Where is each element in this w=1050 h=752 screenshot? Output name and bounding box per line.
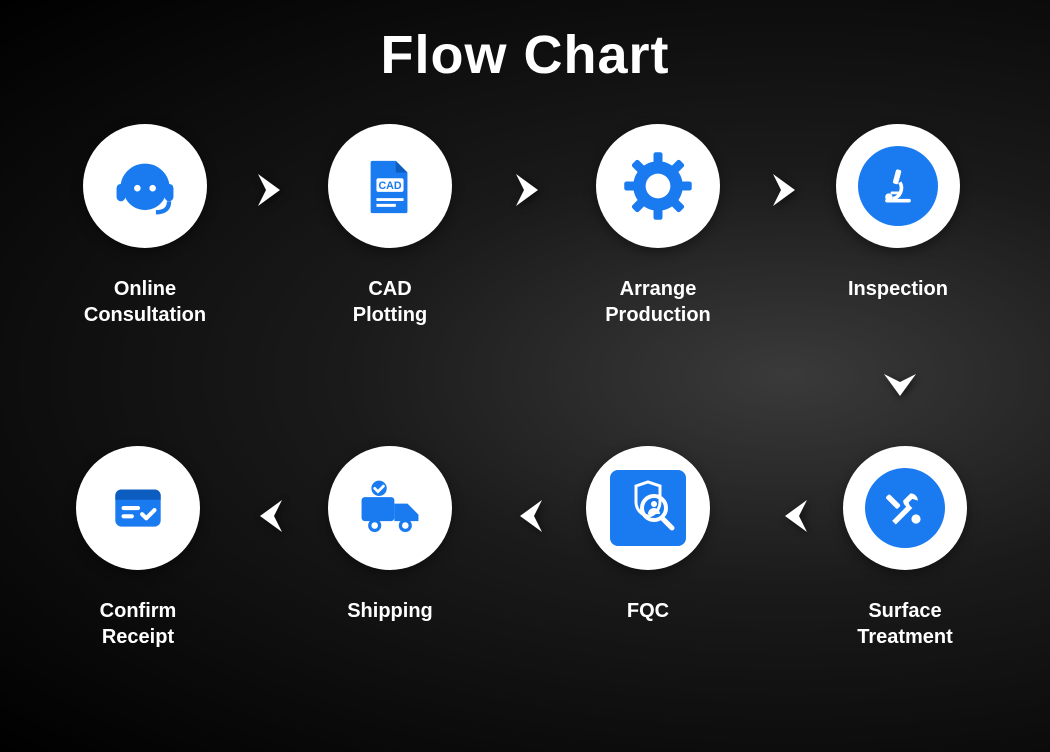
receipt-icon [98,468,178,548]
step-label: FQC [627,598,669,624]
step-confirm-receipt: Confirm Receipt [48,446,228,650]
step-label: CAD Plotting [353,276,427,328]
flowchart-container: Online Consultation CAD CAD Plotting [0,106,1050,746]
step-label: Shipping [347,598,433,624]
step-cad-plotting: CAD CAD Plotting [300,124,480,328]
step-circle [328,446,452,570]
step-arrange-production: Arrange Production [568,124,748,328]
step-inspection: Inspection [808,124,988,302]
page-title: Flow Chart [0,0,1050,86]
arrow-right-icon [765,170,805,210]
arrow-right-icon [508,170,548,210]
step-circle [76,446,200,570]
step-label: Confirm Receipt [100,598,177,650]
step-fqc: FQC [558,446,738,624]
step-circle [586,446,710,570]
headset-icon [105,146,185,226]
magnify-shield-icon [610,470,686,546]
step-surface-treatment: Surface Treatment [815,446,995,650]
arrow-left-icon [250,496,290,536]
arrow-down-icon [880,366,920,406]
step-shipping: Shipping [300,446,480,624]
truck-icon [350,468,430,548]
arrow-right-icon [250,170,290,210]
step-label: Inspection [848,276,948,302]
arrow-left-icon [510,496,550,536]
step-label: Online Consultation [84,276,206,328]
step-circle [83,124,207,248]
tools-icon [865,468,945,548]
gear-icon [618,146,698,226]
step-circle: CAD [328,124,452,248]
cad-file-icon: CAD [350,146,430,226]
step-circle [843,446,967,570]
step-online-consultation: Online Consultation [55,124,235,328]
step-label: Surface Treatment [857,598,953,650]
step-circle [596,124,720,248]
microscope-icon [858,146,938,226]
svg-text:CAD: CAD [378,180,401,192]
arrow-left-icon [775,496,815,536]
step-circle [836,124,960,248]
step-label: Arrange Production [605,276,711,328]
